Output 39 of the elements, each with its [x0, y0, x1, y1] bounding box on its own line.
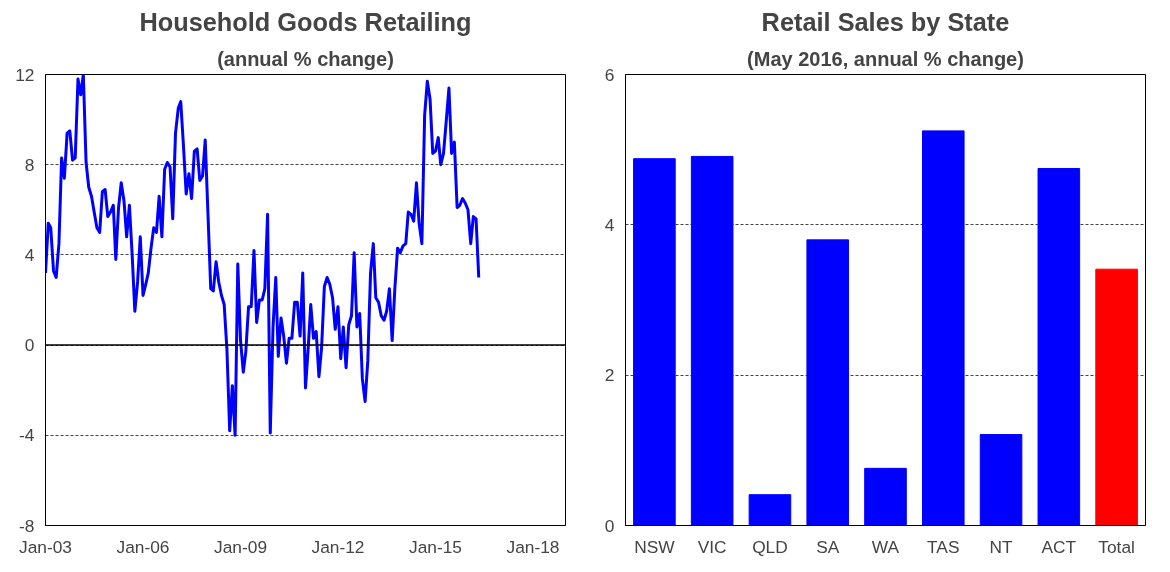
- x-tick-label: NSW: [634, 536, 676, 557]
- bar: [748, 494, 792, 526]
- bar: [864, 467, 907, 526]
- bar: [979, 434, 1023, 526]
- x-tick-label: VIC: [697, 536, 727, 557]
- y-tick-label: 8: [24, 154, 35, 175]
- chart-subtitle: (May 2016, annual % change): [747, 47, 1024, 70]
- y-tick-label: 4: [24, 244, 35, 265]
- x-tick-label: TAS: [927, 536, 960, 557]
- chart-title: Retail Sales by State: [761, 7, 1010, 36]
- chart-title: Household Goods Retailing: [139, 7, 472, 36]
- y-tick-label: 2: [604, 365, 615, 386]
- y-tick-label: -4: [19, 425, 35, 446]
- y-tick-label: -8: [19, 515, 35, 536]
- bar: [1095, 268, 1138, 526]
- x-tick-label: QLD: [752, 536, 788, 557]
- x-tick-label: Jan-15: [409, 536, 462, 557]
- y-tick-label: 12: [15, 64, 35, 85]
- x-tick-label: SA: [816, 536, 840, 557]
- x-tick-label: WA: [871, 536, 900, 557]
- bar: [633, 158, 676, 526]
- y-tick-label: 0: [604, 515, 615, 536]
- x-tick-label: Jan-06: [116, 536, 170, 557]
- x-tick-label: Jan-09: [214, 536, 268, 557]
- bar: [921, 130, 965, 526]
- y-tick-label: 0: [24, 335, 35, 356]
- x-tick-label: Total: [1098, 536, 1135, 557]
- x-tick-label: Jan-18: [506, 536, 560, 557]
- bar: [1037, 167, 1081, 526]
- y-tick-label: 6: [604, 64, 615, 85]
- line-series: [45, 74, 481, 437]
- y-tick-label: 4: [604, 214, 615, 235]
- bar: [690, 155, 734, 526]
- x-tick-label: NT: [989, 536, 1014, 557]
- chart-subtitle: (annual % change): [217, 47, 394, 70]
- x-tick-label: ACT: [1041, 536, 1077, 557]
- x-tick-label: Jan-12: [311, 536, 365, 557]
- bar: [806, 239, 850, 526]
- x-tick-label: Jan-03: [19, 536, 72, 557]
